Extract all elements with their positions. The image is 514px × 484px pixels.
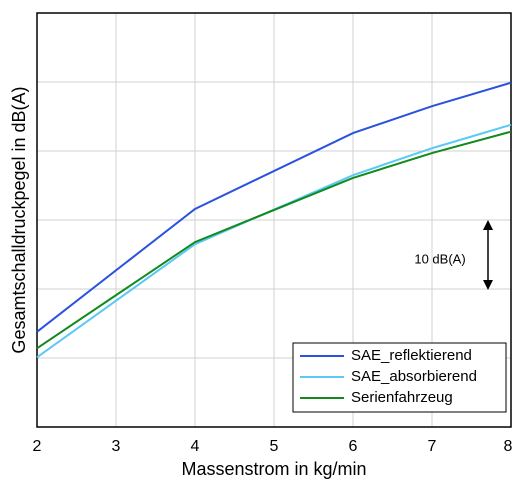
arrow-head	[483, 220, 493, 230]
y-axis-label: Gesamtschalldruckpegel in dB(A)	[9, 86, 29, 353]
legend-label: SAE_absorbierend	[351, 368, 477, 385]
data-line	[36, 81, 512, 333]
x-tick-label: 5	[270, 438, 279, 455]
x-tick-label: 4	[191, 438, 200, 455]
data-line	[36, 130, 512, 350]
x-tick-label: 8	[504, 438, 513, 455]
legend-label: Serienfahrzeug	[351, 389, 453, 406]
x-tick-label: 2	[33, 438, 42, 455]
legend-label: SAE_reflektierend	[351, 347, 472, 364]
x-axis-label: Massenstrom in kg/min	[181, 459, 366, 479]
x-tick-label: 6	[349, 438, 358, 455]
x-tick-label: 3	[112, 438, 121, 455]
data-line	[36, 123, 512, 359]
x-tick-label: 7	[428, 438, 437, 455]
legend: SAE_reflektierend SAE_absorbierend Serienf…	[292, 342, 507, 413]
annotation: 10 dB(A)	[414, 220, 493, 290]
arrow-head	[483, 280, 493, 290]
plot-frame	[36, 12, 512, 428]
annotation-text: 10 dB(A)	[414, 251, 465, 266]
